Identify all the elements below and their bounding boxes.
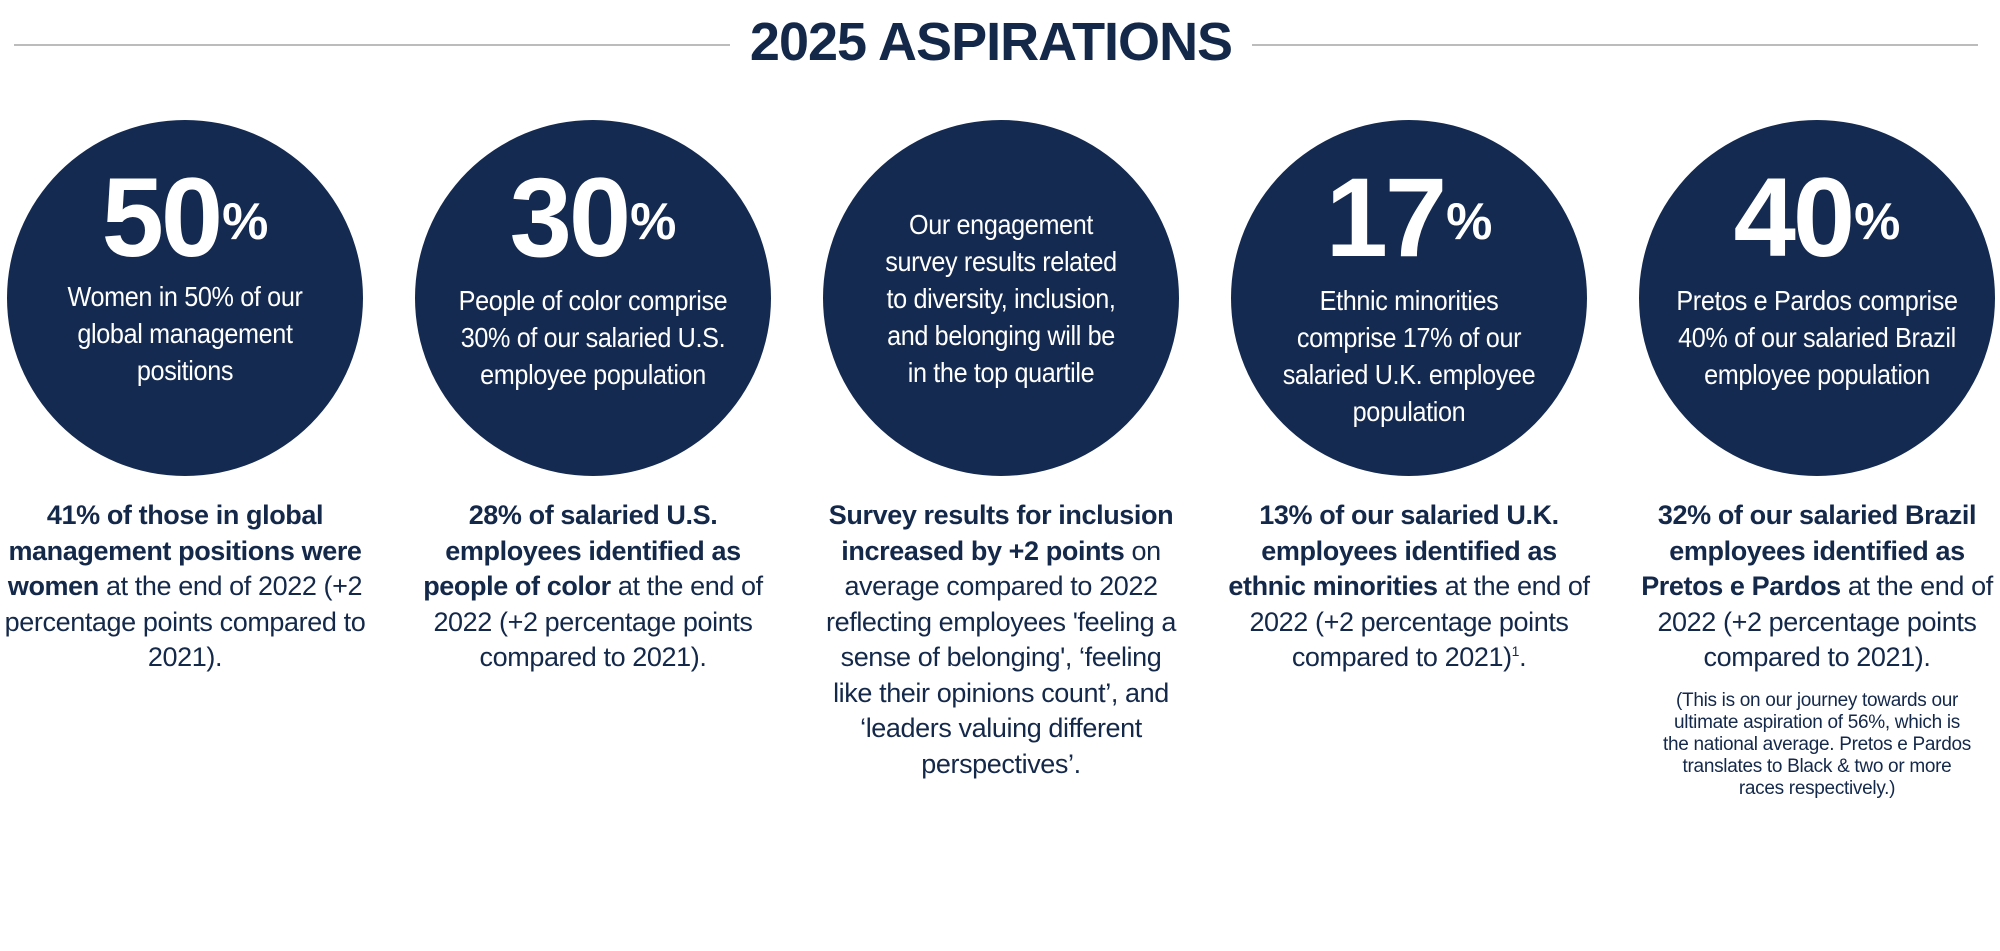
stat-figure: 50% [7, 162, 363, 274]
header: 2025 ASPIRATIONS [0, 10, 2000, 72]
progress-text: Survey results for inclusion increased b… [818, 498, 1184, 782]
progress-highlight: 32% of our salaried Brazil employees ide… [1641, 500, 1977, 601]
progress-text: 13% of our salaried U.K. employees ident… [1226, 498, 1592, 676]
progress-text: 28% of salaried U.S. employees identifie… [410, 498, 776, 676]
progress-text: 32% of our salaried Brazil employees ide… [1634, 498, 2000, 800]
footnote-marker: 1 [1511, 643, 1520, 659]
stat-number: 40 [1733, 155, 1856, 280]
title-divider-right [1252, 44, 1978, 46]
progress-highlight: Survey results for inclusion increased b… [828, 500, 1174, 566]
progress-detail: at the end of 2022 (+2 percentage points… [433, 571, 763, 672]
circle-text: Ethnic minorities comprise 17% of our sa… [1282, 285, 1536, 427]
page-title: 2025 ASPIRATIONS [749, 12, 1233, 72]
stat-number: 30 [509, 155, 632, 280]
stat-figure: 17% [1231, 162, 1587, 274]
circle-text: Our engagement survey results related to… [885, 209, 1117, 388]
progress-detail-end: . [1519, 642, 1527, 672]
progress-detail: at the end of 2022 (+2 percentage points… [4, 571, 366, 672]
stat-circle: Our engagement survey results related to… [823, 120, 1179, 476]
brazil-note: (This is on our journey towards our ulti… [1663, 689, 1971, 799]
stat-circle: 30% People of color comprise 30% of our … [415, 120, 771, 476]
stat-figure: 40% [1639, 162, 1995, 274]
progress-highlight: 13% of our salaried U.K. employees ident… [1228, 500, 1559, 601]
stat-circle: 40% Pretos e Pardos comprise 40% of our … [1639, 120, 1995, 476]
stat-percent-sign: % [222, 193, 269, 251]
stat-percent-sign: % [1854, 193, 1901, 251]
circle-text: Women in 50% of our global management po… [67, 281, 303, 386]
stat-circle: 17% Ethnic minorities comprise 17% of ou… [1231, 120, 1587, 476]
stat-number: 17 [1325, 155, 1448, 280]
stat-circle: 50% Women in 50% of our global managemen… [7, 120, 363, 476]
progress-detail: on average compared to 2022 reflecting e… [826, 535, 1176, 779]
progress-detail: at the end of 2022 (+2 percentage points… [1249, 571, 1590, 672]
stat-figure: 30% [415, 162, 771, 274]
stat-percent-sign: % [630, 193, 677, 251]
title-divider-left [14, 44, 730, 46]
progress-highlight: 28% of salaried U.S. employees identifie… [423, 500, 741, 601]
circle-text: People of color comprise 30% of our sala… [458, 285, 728, 390]
circle-text: Pretos e Pardos comprise 40% of our sala… [1676, 285, 1958, 390]
progress-detail: at the end of 2022 (+2 percentage points… [1657, 571, 1993, 672]
stat-percent-sign: % [1446, 193, 1493, 251]
progress-text: 41% of those in global management positi… [2, 498, 368, 676]
progress-highlight: 41% of those in global management positi… [7, 500, 362, 601]
stat-number: 50 [101, 155, 224, 280]
